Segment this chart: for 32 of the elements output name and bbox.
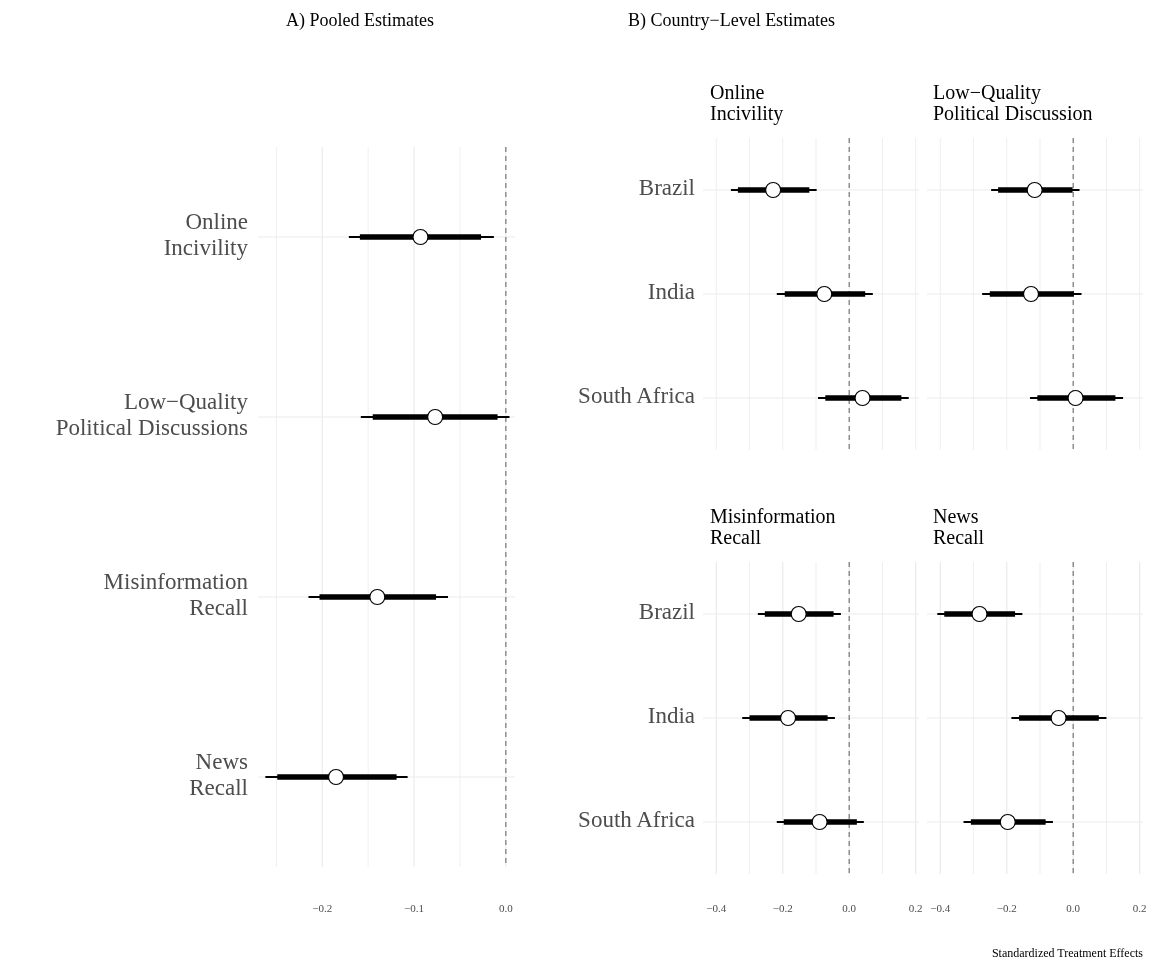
y-tick-label: South Africa xyxy=(578,383,695,409)
y-tick-label: India xyxy=(647,279,695,305)
chart-title: A) Pooled Estimates xyxy=(286,10,434,31)
x-tick-label: −0.4 xyxy=(930,902,951,914)
y-tick-label: Low−Quality Political Discussions xyxy=(55,389,249,441)
chart-title: Misinformation Recall xyxy=(710,505,836,548)
x-tick-label: 0.0 xyxy=(842,902,857,914)
y-tick-label: Online Incivility xyxy=(163,209,249,261)
y-tick-label: India xyxy=(647,703,695,729)
point xyxy=(369,588,386,606)
y-tick-label: Brazil xyxy=(638,175,695,201)
text: B) Country−Level Estimates xyxy=(628,10,836,31)
y-tick-label: South Africa xyxy=(578,807,695,833)
x-tick-label: 0.2 xyxy=(908,902,923,914)
chart-title: News Recall xyxy=(933,505,985,548)
x-tick-label: −0.1 xyxy=(404,902,425,914)
y-tick-label: Misinformation Recall xyxy=(103,569,249,621)
y-tick-label: News Recall xyxy=(189,749,249,801)
x-tick-label: 0.2 xyxy=(1132,902,1147,914)
x-tick-label: −0.2 xyxy=(996,902,1017,914)
x-axis-title: Standardized Treatment Effects xyxy=(991,946,1144,960)
point xyxy=(427,408,444,426)
x-tick-label: −0.2 xyxy=(772,902,793,914)
chart-title: Low−Quality Political Discussion xyxy=(933,81,1093,124)
x-tick-label: 0.0 xyxy=(498,902,514,914)
y-tick-label: Brazil xyxy=(638,599,695,625)
x-tick-label: 0.0 xyxy=(1066,902,1081,914)
x-tick-label: −0.2 xyxy=(312,902,333,914)
point xyxy=(327,768,345,786)
chart-title: Online Incivility xyxy=(710,81,784,125)
point xyxy=(412,228,429,246)
x-tick-label: −0.4 xyxy=(706,902,727,914)
